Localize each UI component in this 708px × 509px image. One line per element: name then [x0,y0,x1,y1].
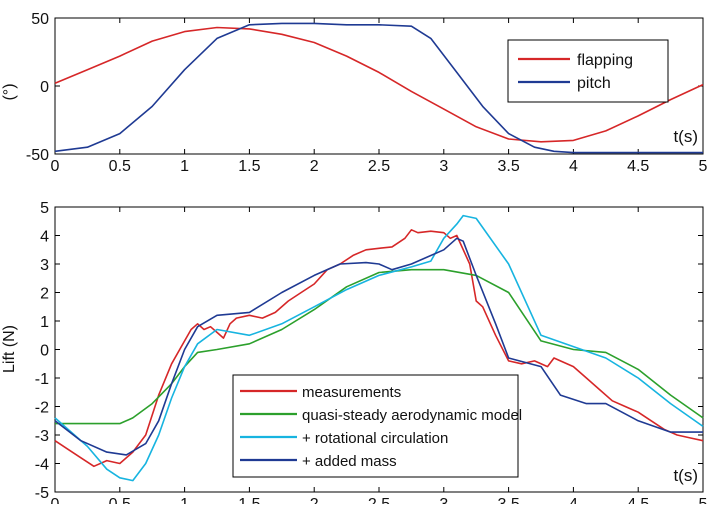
bottom-x-tick-label: 1.5 [238,496,260,504]
bottom-y-tick-label: 5 [40,200,49,217]
legend-label-added-mass: + added mass [302,453,397,470]
top-series-group [54,22,704,154]
legend-label-measurements: measurements [302,384,401,401]
top-x-tick-label: 2 [310,158,319,175]
top-x-tick-label: 3.5 [497,158,519,175]
bottom-y-tick-label: -3 [35,428,49,445]
top-y-tick-label: -50 [26,147,49,164]
legend-label-pitch: pitch [577,75,611,92]
top-x-tick-label: 0 [51,158,60,175]
bottom-x-tick-label: 3.5 [497,496,519,504]
bottom-x-tick-label: 2.5 [368,496,390,504]
top-legend-box [507,39,669,103]
bottom-x-tick-label: 1 [180,496,189,504]
bottom-x-tick-label: 3 [439,496,448,504]
legend-label-quasi-steady: quasi-steady aerodynamic model [302,407,522,424]
bottom-chart: Lift (N) t(s) 0 0.5 1 1.5 2 2.5 3 3.5 4 4.5 5 -5 -4 -… [1,200,708,509]
top-x-tick-label: 3 [439,158,448,175]
bottom-time-label: t(s) [673,466,698,485]
top-y-axis-label: (°) [1,83,18,100]
top-x-tick-label: 1 [180,158,189,175]
bottom-y-tick-label: -2 [35,400,49,417]
bottom-y-tick-label: 4 [40,229,49,246]
top-y-tick-label: 50 [31,11,49,28]
bottom-x-tick-label: 0 [51,496,60,504]
bottom-y-tick-label: -1 [35,371,49,388]
top-legend: flapping pitch [507,39,669,103]
series-line-measurements [54,229,704,468]
bottom-x-tick-label: 4 [569,496,578,504]
top-x-tick-label: 4 [569,158,578,175]
top-time-label: t(s) [673,127,698,146]
bottom-y-tick-label: 2 [40,286,49,303]
series-line-rotational-circulation [54,214,704,482]
bottom-y-tick-label: 3 [40,257,49,274]
bottom-series-group [54,214,704,482]
bottom-y-tick-label: 0 [40,343,49,360]
series-line-flapping [54,26,704,143]
bottom-y-axis-label: Lift (N) [1,325,18,373]
bottom-x-tick-label: 0.5 [109,496,131,504]
bottom-y-tick-label: -5 [35,485,49,502]
series-line-added-mass [54,237,703,456]
top-x-tick-label: 5 [699,158,708,175]
series-line-pitch [54,22,703,154]
bottom-x-tick-label: 5 [699,496,708,504]
top-x-tick-label: 4.5 [627,158,649,175]
bottom-x-tick-label: 2 [310,496,319,504]
bottom-legend: measurements quasi-steady aerodynamic mo… [232,374,522,478]
top-x-tick-label: 2.5 [368,158,390,175]
top-y-tick-label: 0 [40,79,49,96]
top-x-tick-label: 0.5 [109,158,131,175]
bottom-x-tick-label: 4.5 [627,496,649,504]
bottom-y-tick-label: 1 [40,314,49,331]
legend-label-flapping: flapping [577,52,633,69]
legend-label-rotational-circulation: + rotational circulation [302,430,448,447]
bottom-y-tick-label: -4 [35,457,49,474]
top-x-tick-label: 1.5 [238,158,260,175]
